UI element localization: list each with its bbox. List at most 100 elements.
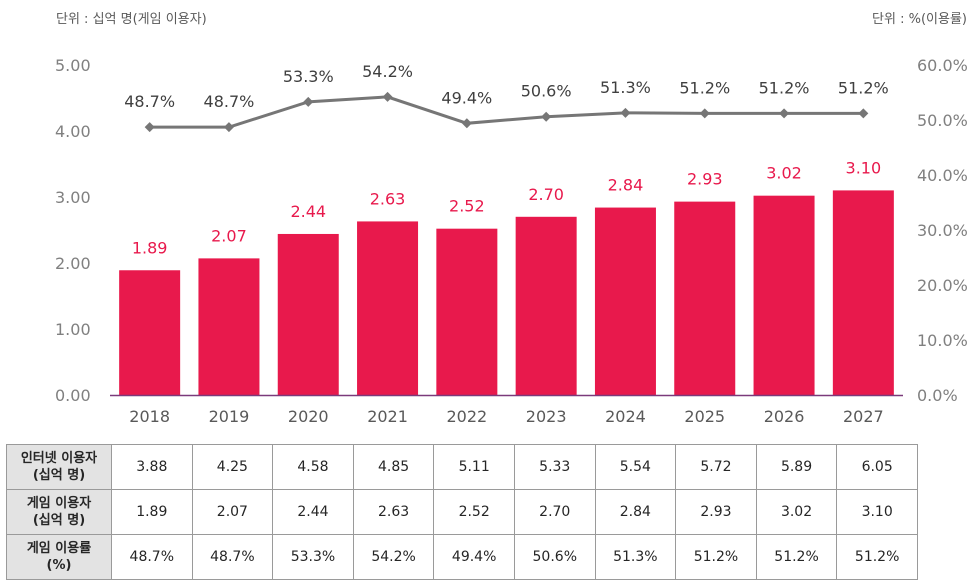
table-cell: 5.72: [675, 444, 757, 490]
bar-data-label: 2.93: [687, 170, 723, 189]
bar-data-label: 3.10: [846, 158, 882, 177]
table-cell: 48.7%: [191, 534, 274, 580]
y-right-tick-label: 60.0%: [917, 56, 968, 75]
line-marker: [461, 118, 472, 129]
row-header-line: 인터넷 이용자: [20, 451, 98, 466]
row-header-line: (십억 명): [32, 468, 86, 483]
x-tick-label: 2022: [446, 407, 487, 426]
row-header-line: (십억 명): [32, 513, 86, 528]
row-header-line: 게임 이용률: [26, 541, 92, 556]
y-right-tick-label: 10.0%: [917, 331, 968, 350]
combo-chart: 0.00 1.00 2.00 3.00 4.00 5.00 0.0% 10.0% 20.0% 30…: [55, 56, 968, 426]
data-table: 인터넷 이용자 (십억 명) 3.88 4.25 4.58 4.85 5.11 5.33 5.5…: [6, 444, 918, 580]
table-cell: 3.10: [836, 489, 918, 535]
table-cell: 5.89: [755, 444, 838, 490]
table-cell: 2.93: [675, 489, 757, 535]
y-right-tick-label: 50.0%: [917, 111, 968, 130]
line-data-label: 51.2%: [838, 78, 889, 97]
bar-data-label: 2.52: [449, 197, 485, 216]
bar-data-label: 2.84: [608, 176, 644, 195]
table-cell: 3.02: [755, 489, 838, 535]
bar-data-label: 2.63: [370, 189, 406, 208]
bar: [515, 216, 577, 395]
x-tick-label: 2027: [843, 407, 884, 426]
y-right-tick-label: 20.0%: [917, 276, 968, 295]
row-header: 인터넷 이용자 (십억 명): [6, 444, 112, 490]
y-right-tick-label: 40.0%: [917, 166, 968, 185]
table-cell: 2.44: [272, 489, 354, 535]
x-tick-label: 2023: [526, 407, 567, 426]
line-marker: [779, 108, 790, 119]
table-cell: 53.3%: [272, 534, 354, 580]
table-cell: 51.2%: [675, 534, 757, 580]
line-marker: [699, 108, 710, 119]
bar: [674, 201, 736, 395]
table-cell: 51.2%: [836, 534, 918, 580]
line-marker: [541, 111, 552, 122]
bar-data-label: 2.70: [528, 185, 564, 204]
line-data-label: 50.6%: [521, 82, 572, 101]
line-data-label: 49.4%: [441, 88, 492, 107]
table-cell: 2.52: [433, 489, 515, 535]
table-row: 게임 이용자 (십억 명) 1.89 2.07 2.44 2.63 2.52 2.70 2.84…: [6, 489, 918, 535]
y-left-tick-label: 5.00: [55, 56, 91, 75]
table-row: 인터넷 이용자 (십억 명) 3.88 4.25 4.58 4.85 5.11 5.33 5.5…: [6, 444, 918, 490]
table-cell: 4.25: [191, 444, 274, 490]
table-cell: 6.05: [836, 444, 918, 490]
line-marker: [620, 107, 631, 118]
x-tick-label: 2020: [288, 407, 329, 426]
line-data-label: 51.3%: [600, 78, 651, 97]
y-right-tick-label: 30.0%: [917, 221, 968, 240]
y-left-tick-label: 4.00: [55, 122, 91, 141]
y-left-tick-label: 3.00: [55, 188, 91, 207]
table-cell: 5.33: [513, 444, 596, 490]
table-cell: 54.2%: [352, 534, 435, 580]
table-cell: 4.58: [272, 444, 354, 490]
table-cell: 50.6%: [513, 534, 596, 580]
line-data-label: 48.7%: [204, 92, 255, 111]
y-right-tick-label: 0.0%: [917, 386, 958, 405]
table-cell: 51.3%: [594, 534, 677, 580]
bar: [119, 270, 181, 395]
table-cell: 2.70: [513, 489, 596, 535]
line-marker: [858, 108, 869, 119]
line-data-label: 51.2%: [679, 78, 730, 97]
x-tick-label: 2025: [684, 407, 725, 426]
x-tick-label: 2019: [209, 407, 250, 426]
line-marker: [144, 122, 155, 133]
bar: [436, 228, 498, 395]
line-data-label: 48.7%: [124, 92, 175, 111]
bar: [277, 233, 339, 395]
table-cell: 51.2%: [755, 534, 838, 580]
row-header: 게임 이용자 (십억 명): [6, 489, 112, 535]
x-tick-label: 2026: [764, 407, 805, 426]
table-cell: 2.07: [191, 489, 274, 535]
bar-data-label: 2.44: [290, 202, 326, 221]
y-left-tick-label: 0.00: [55, 386, 91, 405]
row-header: 게임 이용률 (%): [6, 534, 112, 580]
line-data-label: 54.2%: [362, 62, 413, 81]
bar: [753, 195, 815, 395]
table-cell: 2.84: [594, 489, 677, 535]
y-left-tick-label: 1.00: [55, 320, 91, 339]
table-row: 게임 이용률 (%) 48.7% 48.7% 53.3% 54.2% 49.4% 50.6% 5…: [6, 534, 918, 580]
bar: [832, 190, 894, 395]
row-header-line: (%): [46, 558, 72, 573]
right-unit-label: 단위 : %(이용률): [872, 12, 967, 27]
table-cell: 5.54: [594, 444, 677, 490]
bar: [198, 258, 260, 395]
row-header-line: 게임 이용자: [26, 496, 92, 511]
bar: [357, 221, 419, 395]
table-cell: 4.85: [352, 444, 435, 490]
x-tick-label: 2021: [367, 407, 408, 426]
table-cell: 49.4%: [433, 534, 515, 580]
table-cell: 3.88: [111, 444, 193, 490]
x-tick-label: 2024: [605, 407, 646, 426]
line-marker: [223, 122, 234, 133]
line-data-label: 51.2%: [759, 78, 810, 97]
y-left-tick-label: 2.00: [55, 254, 91, 273]
table-cell: 5.11: [433, 444, 515, 490]
bar-data-label: 1.89: [132, 238, 168, 257]
table-cell: 1.89: [111, 489, 193, 535]
bar: [594, 207, 656, 395]
